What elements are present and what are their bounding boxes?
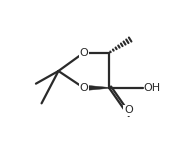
Polygon shape: [84, 85, 109, 91]
Text: OH: OH: [143, 83, 161, 93]
Text: O: O: [124, 105, 133, 115]
Text: O: O: [79, 83, 88, 93]
Text: O: O: [79, 48, 88, 58]
